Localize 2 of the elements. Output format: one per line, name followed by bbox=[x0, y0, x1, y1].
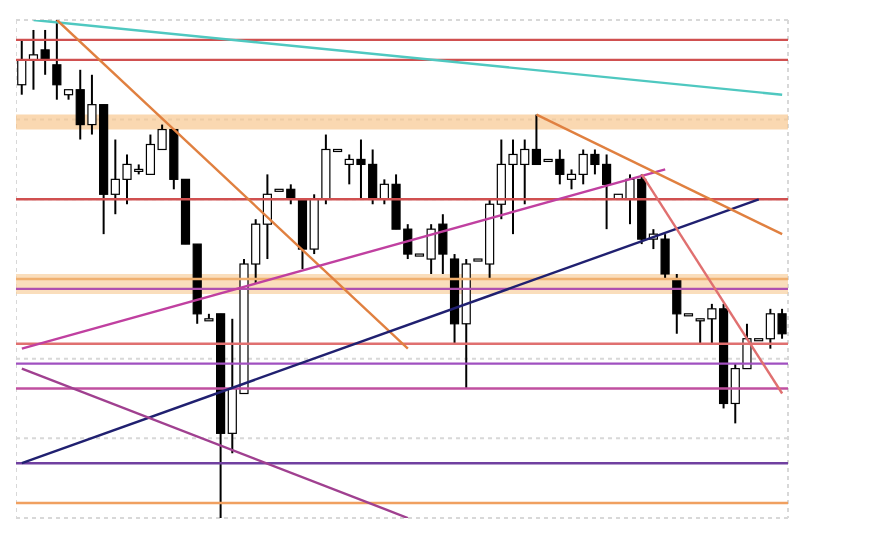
candlestick bbox=[52, 20, 62, 101]
candlestick bbox=[17, 38, 27, 96]
